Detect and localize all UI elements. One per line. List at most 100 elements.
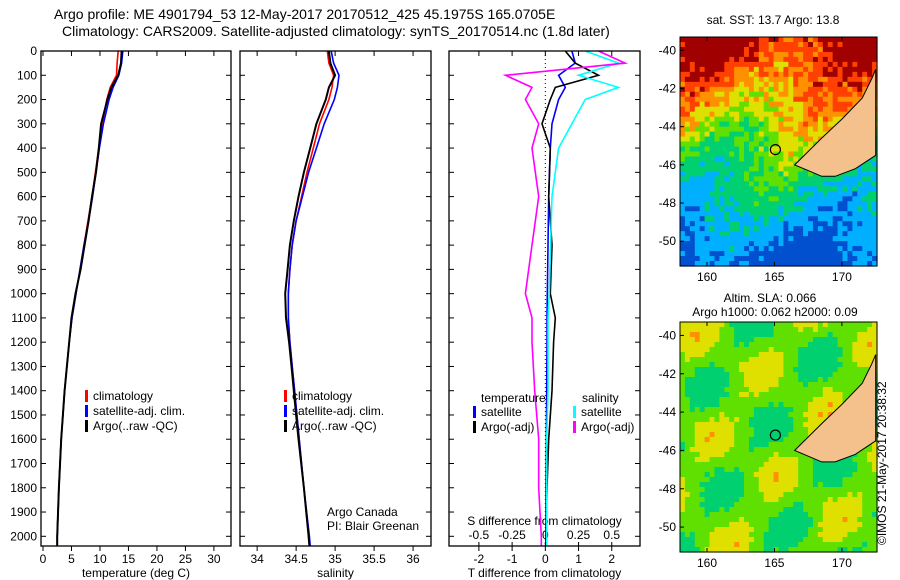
map-cell <box>724 467 730 473</box>
map-cell <box>714 427 720 433</box>
map-cell <box>719 432 725 438</box>
map-cell <box>729 542 735 548</box>
map-cell <box>684 211 691 217</box>
map-cell <box>867 522 873 528</box>
map-cell <box>837 352 844 358</box>
map-cell <box>758 86 765 93</box>
map-cell <box>724 347 730 353</box>
map-cell <box>808 111 814 118</box>
map-cell <box>763 106 770 113</box>
map-cell <box>852 542 858 548</box>
map-cell <box>744 56 750 63</box>
map-cell <box>852 507 858 513</box>
title-line1: Argo profile: ME 4901794_53 12-May-2017 … <box>54 6 556 22</box>
map-cell <box>709 452 716 458</box>
map-cell <box>734 96 740 103</box>
map-cell <box>744 191 750 197</box>
map-cell <box>763 181 770 187</box>
map-y-tick-label: -44 <box>659 405 677 419</box>
map-cell <box>724 537 730 543</box>
map-cell <box>778 492 785 498</box>
map-cell <box>822 91 829 98</box>
map-cell <box>832 322 839 328</box>
map-cell <box>763 382 770 388</box>
map-cell <box>803 86 809 93</box>
map-cell <box>689 161 696 168</box>
map-cell <box>748 442 755 448</box>
map-cell <box>709 367 716 373</box>
map-cell <box>744 382 750 388</box>
map-cell <box>699 482 706 488</box>
map-cell <box>768 236 775 242</box>
map-cell <box>739 357 745 363</box>
map-cell <box>694 256 701 262</box>
map-cell <box>867 537 873 543</box>
map-cell <box>773 487 780 493</box>
map-cell <box>827 342 834 348</box>
map-cell <box>847 512 853 518</box>
map-cell <box>680 547 686 553</box>
map-cell <box>857 512 863 518</box>
map-cell <box>758 131 765 138</box>
map-cell <box>778 457 785 463</box>
map-cell <box>842 347 849 353</box>
map-cell <box>783 447 789 453</box>
map-cell <box>812 382 819 388</box>
map-cell <box>758 367 765 373</box>
map-cell <box>699 66 706 73</box>
map-cell <box>734 427 740 433</box>
map-cell <box>694 337 701 343</box>
map-cell <box>729 106 735 113</box>
map-cell <box>724 46 730 53</box>
map-cell <box>758 532 765 538</box>
map-cell <box>817 121 824 128</box>
map-cell <box>837 532 844 538</box>
map-cell <box>763 342 770 348</box>
map-cell <box>739 327 745 333</box>
map-cell <box>729 111 735 118</box>
map-cell <box>753 477 760 483</box>
map-cell <box>734 407 740 413</box>
map-cell <box>768 352 775 358</box>
map-cell <box>798 51 804 58</box>
map-cell <box>734 422 740 428</box>
map-cell <box>744 131 750 138</box>
map-cell <box>680 482 686 488</box>
map-cell <box>680 392 686 398</box>
map-cell <box>872 246 878 252</box>
map-cell <box>753 547 760 553</box>
map-cell <box>827 502 834 508</box>
map-cell <box>803 482 809 488</box>
map-cell <box>847 206 853 212</box>
map-cell <box>773 547 780 553</box>
map-cell <box>714 76 720 83</box>
map-cell <box>783 417 789 423</box>
map-cell <box>793 46 799 53</box>
map-cell <box>793 236 799 242</box>
map-cell <box>763 91 770 98</box>
map-cell <box>837 221 844 227</box>
map-cell <box>689 512 696 518</box>
map-cell <box>699 447 706 453</box>
map-cell <box>734 46 740 53</box>
map-cell <box>739 51 745 58</box>
map-cell <box>783 397 789 403</box>
map-cell <box>812 236 819 242</box>
map-cell <box>778 81 785 88</box>
map-cell <box>709 472 716 478</box>
map-cell <box>817 106 824 113</box>
map-cell <box>744 342 750 348</box>
map-cell <box>699 116 706 123</box>
map-cell <box>739 131 745 138</box>
map-cell <box>704 216 711 222</box>
map-cell <box>753 221 760 227</box>
map-cell <box>704 357 711 363</box>
map-cell <box>739 542 745 548</box>
map-cell <box>699 136 706 143</box>
map-cell <box>847 236 853 242</box>
map-cell <box>704 392 711 398</box>
map-cell <box>808 537 814 543</box>
map-cell <box>808 422 814 428</box>
map-cell <box>763 46 770 53</box>
